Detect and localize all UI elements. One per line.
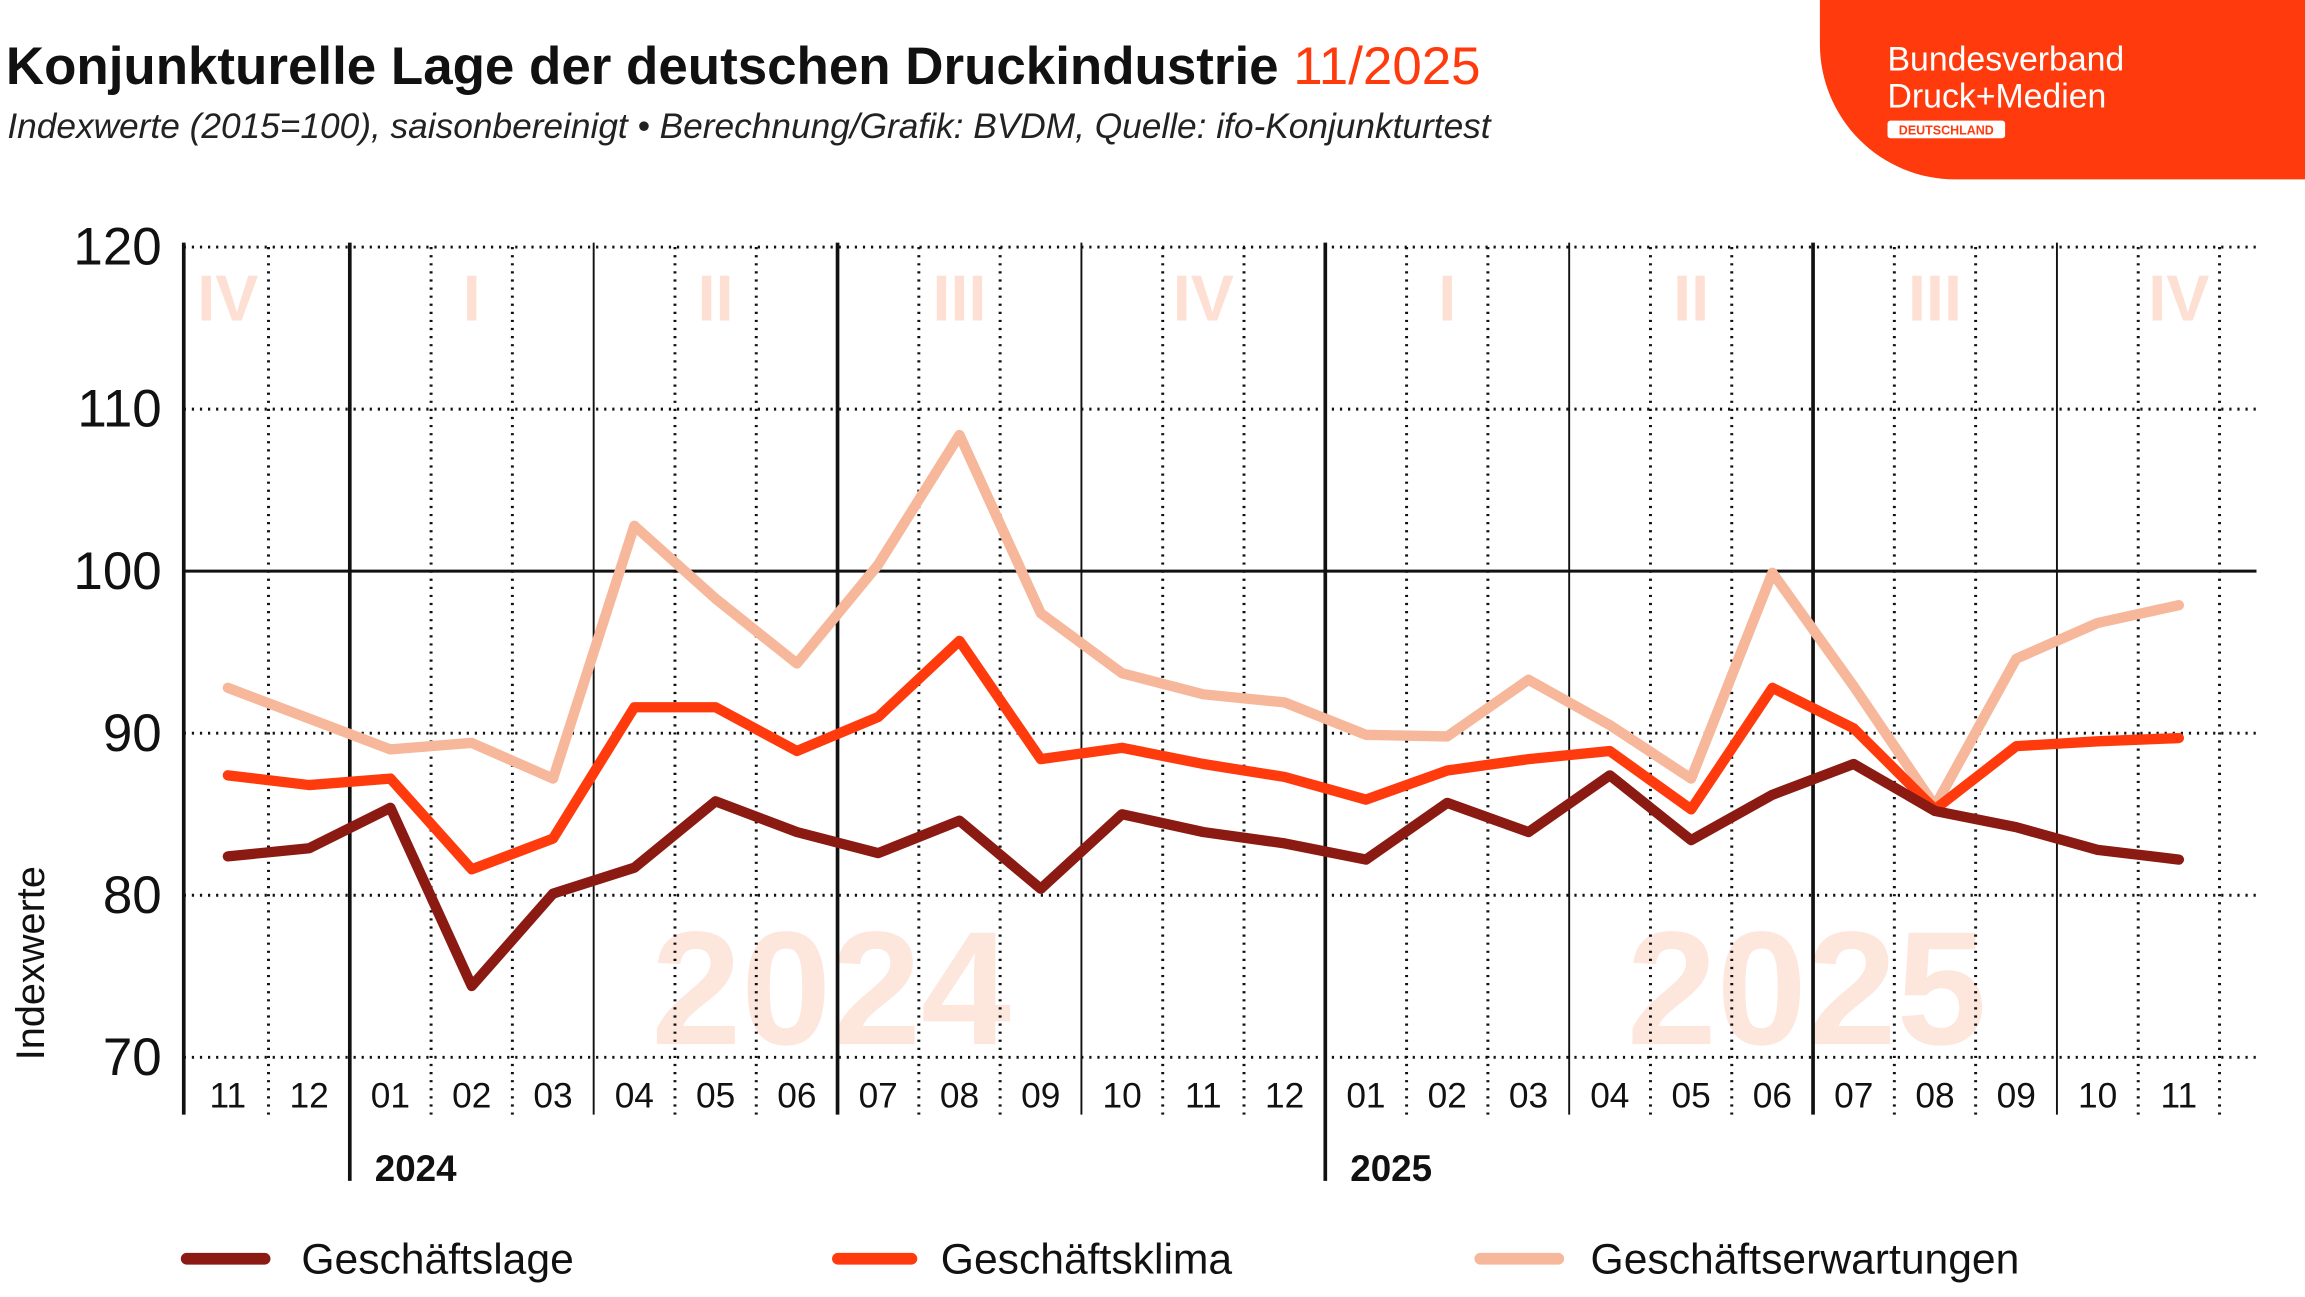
quarter-label: IV bbox=[2148, 262, 2209, 335]
series-line-geschäftserwartungen bbox=[222, 429, 2185, 812]
year-label: 2025 bbox=[1350, 1148, 1432, 1189]
quarter-label: II bbox=[1673, 262, 1709, 335]
title-period: 11/2025 bbox=[1293, 37, 1480, 96]
x-tick-label: 06 bbox=[1753, 1076, 1792, 1115]
x-tick-label: 11 bbox=[210, 1076, 247, 1115]
year-watermark: 2024 bbox=[651, 899, 1011, 1079]
chart-subtitle: Indexwerte (2015=100), saisonbereinigt •… bbox=[7, 107, 1492, 146]
year-label: 2024 bbox=[375, 1148, 457, 1189]
x-tick-label: 07 bbox=[859, 1076, 898, 1115]
legend-label-geschaeftsklima: Geschäftsklima bbox=[941, 1235, 1233, 1283]
quarter-label: III bbox=[933, 262, 987, 335]
x-tick-label: 04 bbox=[615, 1076, 654, 1115]
y-tick-label: 90 bbox=[103, 704, 162, 763]
x-tick-label: 01 bbox=[1346, 1076, 1385, 1115]
x-tick-label: 05 bbox=[1672, 1076, 1711, 1115]
x-tick-label: 08 bbox=[940, 1076, 979, 1115]
logo-line2: Druck+Medien bbox=[1888, 77, 2107, 115]
x-tick-label: 09 bbox=[1997, 1076, 2036, 1115]
logo-line1: Bundesverband bbox=[1888, 41, 2125, 79]
y-axis-label: Indexwerte bbox=[9, 866, 53, 1060]
y-tick-label: 100 bbox=[73, 542, 161, 601]
logo: Bundesverband Druck+Medien DEUTSCHLAND bbox=[1819, 0, 2305, 180]
legend-label-geschaeftserwartungen: Geschäftserwartungen bbox=[1591, 1235, 2020, 1283]
y-tick-label: 110 bbox=[77, 380, 161, 439]
quarter-label: III bbox=[1908, 262, 1962, 335]
quarter-label: I bbox=[1438, 262, 1456, 335]
x-tick-label: 04 bbox=[1590, 1076, 1629, 1115]
x-tick-label: 11 bbox=[1185, 1076, 1222, 1115]
x-tick-label: 05 bbox=[696, 1076, 735, 1115]
x-tick-label: 06 bbox=[777, 1076, 816, 1115]
quarter-label: IV bbox=[197, 262, 258, 335]
logo-badge: DEUTSCHLAND bbox=[1899, 124, 1994, 138]
legend: Geschäftslage Geschäftsklima Geschäftser… bbox=[180, 1235, 2020, 1283]
x-tick-label: 01 bbox=[371, 1076, 410, 1115]
y-tick-label: 120 bbox=[73, 218, 161, 277]
x-tick-label: 02 bbox=[452, 1076, 491, 1115]
quarter-label: II bbox=[698, 262, 734, 335]
x-tick-label: 07 bbox=[1834, 1076, 1873, 1115]
year-watermark: 2025 bbox=[1627, 899, 1987, 1079]
x-tick-label: 11 bbox=[2161, 1076, 2198, 1115]
x-tick-label: 12 bbox=[290, 1076, 329, 1115]
series-line-geschäftslage bbox=[222, 758, 2185, 992]
y-tick-label: 70 bbox=[103, 1028, 162, 1087]
x-tick-label: 08 bbox=[1915, 1076, 1954, 1115]
series-line-geschäftsklima bbox=[222, 635, 2185, 875]
quarter-label: IV bbox=[1173, 262, 1234, 335]
x-tick-label: 02 bbox=[1428, 1076, 1467, 1115]
quarter-label: I bbox=[463, 262, 481, 335]
x-tick-label: 03 bbox=[1509, 1076, 1548, 1115]
y-tick-label: 80 bbox=[103, 866, 162, 925]
x-tick-label: 10 bbox=[2078, 1076, 2117, 1115]
legend-label-geschaeftslage: Geschäftslage bbox=[301, 1235, 573, 1283]
x-tick-label: 09 bbox=[1021, 1076, 1060, 1115]
x-tick-label: 12 bbox=[1265, 1076, 1304, 1115]
x-tick-label: 03 bbox=[533, 1076, 572, 1115]
logo-badge-bg bbox=[1887, 120, 2006, 139]
chart-title: Konjunkturelle Lage der deutschen Drucki… bbox=[6, 37, 1481, 96]
x-tick-label: 10 bbox=[1102, 1076, 1141, 1115]
